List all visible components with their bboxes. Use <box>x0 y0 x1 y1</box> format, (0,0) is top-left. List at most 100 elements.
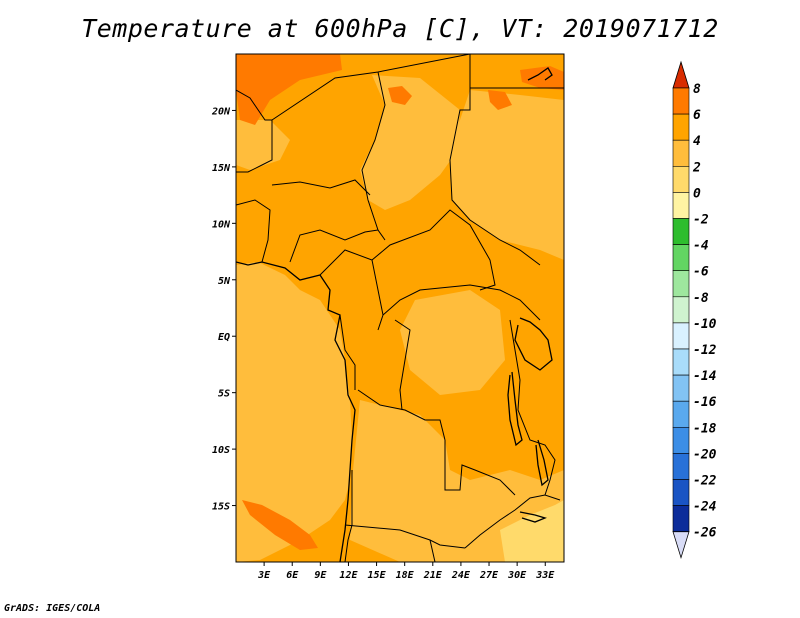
border-line <box>236 199 271 263</box>
border-line <box>271 54 471 121</box>
colorbar-swatch <box>672 270 690 298</box>
border-line <box>339 314 356 390</box>
x-tick-label: 21E <box>423 570 443 581</box>
colorbar-swatch <box>672 505 690 533</box>
border-line <box>449 54 541 266</box>
x-tick-label: 15E <box>368 570 387 581</box>
field-region-sahel <box>236 120 290 170</box>
colorbar-swatch <box>672 113 690 141</box>
border-line <box>509 319 556 496</box>
y-tick-label: 15N <box>212 163 231 174</box>
colorbar-label: -4 <box>693 239 709 254</box>
border-line <box>344 470 353 562</box>
colorbar-label: -26 <box>693 526 717 541</box>
field-region-northwest-warm <box>236 54 342 125</box>
border-line <box>382 284 541 321</box>
coastline <box>236 261 356 562</box>
colorbar-label: -20 <box>693 447 717 462</box>
colorbar-swatch <box>672 244 690 272</box>
colorbar-label: -8 <box>693 291 709 306</box>
colorbar-label: -6 <box>693 265 709 280</box>
x-tick-label: 24E <box>451 570 471 581</box>
colorbar-label: 6 <box>693 108 701 123</box>
x-tick-label: 6E <box>286 570 299 581</box>
colorbar-top-arrow <box>672 60 690 89</box>
colorbar-swatch <box>672 348 690 376</box>
colorbar-label: -24 <box>693 500 717 515</box>
field-spot-northeast <box>520 66 564 90</box>
border-line <box>319 249 384 331</box>
x-tick-label: 3E <box>257 570 271 581</box>
x-tick-label: 27E <box>479 570 499 581</box>
y-axis: 20N 15N 10N 5N EQ 5S 10S 15S <box>211 106 236 513</box>
lake-shore <box>535 439 549 487</box>
colorbar-swatch <box>672 453 690 480</box>
country-borders <box>236 54 564 562</box>
colorbar-swatch <box>672 322 690 350</box>
footer-credit: GrADS: IGES/COLA <box>4 603 101 614</box>
y-tick-label: 10N <box>212 219 231 230</box>
colorbar-label: -16 <box>693 395 717 410</box>
colorbar-swatch <box>672 374 690 402</box>
colorbar-swatch <box>672 139 690 167</box>
y-tick-label: 5N <box>218 276 231 287</box>
colorbar-label: -10 <box>693 317 717 332</box>
border-line <box>271 179 371 196</box>
border-line <box>357 389 446 441</box>
chart-title: Temperature at 600hPa [C], VT: 201907171… <box>81 14 719 43</box>
y-tick-label: EQ <box>218 332 230 343</box>
colorbar-swatch <box>672 479 690 506</box>
field-region-southeast-cool <box>500 500 564 562</box>
x-tick-label: 18E <box>396 570 415 581</box>
field-spot-north-2 <box>488 90 512 110</box>
y-tick-label: 20N <box>211 106 231 117</box>
field-region-congo <box>400 290 505 395</box>
colorbar-label: -12 <box>693 343 717 358</box>
colorbar-label: 2 <box>692 160 701 175</box>
border-line <box>371 209 496 291</box>
colorbar-label: -14 <box>693 369 717 384</box>
colorbar-label: 8 <box>693 82 701 97</box>
map-frame <box>235 53 565 563</box>
border-line <box>394 319 411 411</box>
field-region-east <box>450 90 564 260</box>
lake-shore <box>514 317 553 371</box>
x-tick-label: 33E <box>535 570 555 581</box>
colorbar-swatch <box>672 218 690 245</box>
colorbar-swatch <box>672 87 690 115</box>
y-tick-label: 10S <box>212 445 230 456</box>
colorbar-label: 0 <box>693 186 701 201</box>
border-line <box>444 440 516 496</box>
colorbar-bottom-arrow <box>672 531 690 560</box>
field-region-south-central <box>350 400 564 562</box>
lake-shore <box>519 511 547 523</box>
red-sea-coast <box>527 67 553 81</box>
field-spot-north-1 <box>388 86 412 105</box>
border-line <box>236 89 273 173</box>
colorbar-label: -2 <box>693 213 709 228</box>
y-tick-label: 5S <box>218 389 230 400</box>
x-axis: 3E 6E 9E 12E 15E 18E 21E 24E 27E 30E 33E <box>257 562 555 581</box>
colorbar-label: -18 <box>693 421 717 436</box>
colorbar-label: 4 <box>693 134 701 149</box>
colorbar-swatch <box>672 426 690 454</box>
border-line <box>289 229 379 263</box>
y-tick-label: 15S <box>212 502 230 513</box>
colorbar-swatch <box>672 166 690 193</box>
colorbar-swatch <box>672 192 690 219</box>
border-line <box>464 494 561 549</box>
colorbar-label: -22 <box>693 474 717 489</box>
x-tick-label: 30E <box>507 570 527 581</box>
x-tick-label: 12E <box>339 570 358 581</box>
colorbar-swatch <box>672 296 690 324</box>
colorbar-swatch <box>672 400 690 428</box>
border-line <box>429 539 436 562</box>
field-region-west-ocean <box>236 262 352 562</box>
field-region-southwest-warm <box>242 500 318 550</box>
x-tick-label: 9E <box>314 570 327 581</box>
temperature-field <box>236 54 564 562</box>
lake-shore <box>507 371 523 447</box>
colorbar: 8 6 4 2 0 -2 -4 -6 -8 -10 -12 -14 -16 -18 -20 -22 -24 -26 <box>672 60 717 560</box>
field-region-north-central <box>360 75 460 210</box>
